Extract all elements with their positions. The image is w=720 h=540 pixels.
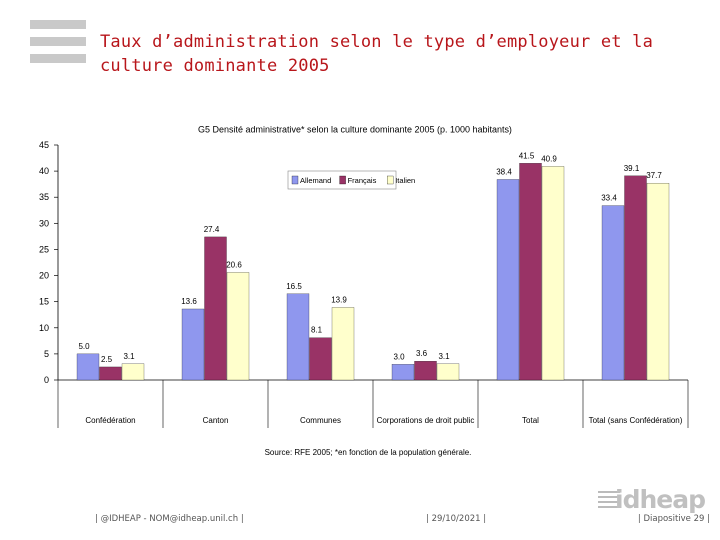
y-tick-label: 45 bbox=[39, 140, 49, 150]
legend-swatch bbox=[339, 175, 346, 185]
data-label: 13.9 bbox=[331, 295, 347, 304]
logo-bar bbox=[30, 20, 86, 29]
bar-allemand bbox=[601, 205, 625, 381]
bar-français bbox=[624, 175, 647, 381]
data-label: 8.1 bbox=[311, 326, 323, 335]
category-label: Total (sans Confédération) bbox=[589, 416, 683, 425]
legend-label: Allemand bbox=[300, 176, 331, 185]
category-label: Corporations de droit public bbox=[377, 416, 475, 425]
footer-date: | 29/10/2021 | bbox=[426, 514, 487, 524]
y-tick-label: 35 bbox=[39, 192, 49, 202]
bar-français bbox=[519, 163, 542, 381]
bar-italien bbox=[121, 363, 145, 381]
y-tick-label: 15 bbox=[39, 297, 49, 307]
chart-title: G5 Densité administrative* selon la cult… bbox=[198, 124, 512, 134]
data-label: 38.4 bbox=[496, 167, 512, 176]
bar-allemand bbox=[286, 293, 310, 381]
legend-swatch bbox=[291, 175, 299, 185]
category-label: Total bbox=[522, 416, 539, 425]
logo-bar bbox=[30, 54, 86, 63]
bar-allemand bbox=[496, 179, 520, 381]
y-tick-label: 25 bbox=[39, 244, 49, 254]
data-label: 3.1 bbox=[123, 352, 135, 361]
data-label: 3.1 bbox=[438, 352, 450, 361]
idheap-logo-lines bbox=[598, 491, 620, 511]
footer-contact: | @IDHEAP - NOM@idheap.unil.ch | bbox=[95, 514, 244, 524]
y-tick-label: 10 bbox=[39, 323, 49, 333]
data-label: 40.9 bbox=[541, 154, 557, 163]
bar-français bbox=[309, 337, 332, 381]
idheap-logo: idheap bbox=[598, 485, 706, 517]
y-tick-label: 30 bbox=[39, 218, 49, 228]
bar-allemand bbox=[181, 308, 205, 381]
bar-allemand bbox=[391, 364, 415, 381]
bar-italien bbox=[646, 182, 670, 381]
bar-allemand bbox=[76, 353, 100, 381]
legend-label: Italien bbox=[395, 176, 415, 185]
legend-swatch bbox=[387, 175, 394, 185]
data-label: 37.7 bbox=[646, 171, 662, 180]
bar-français bbox=[414, 361, 437, 381]
y-tick-label: 20 bbox=[39, 271, 49, 281]
logo-bar bbox=[30, 37, 86, 46]
bar-français bbox=[99, 366, 122, 381]
footer-slide-number: | Diapositive 29 | bbox=[637, 514, 710, 524]
bar-italien bbox=[331, 307, 355, 381]
bar-français bbox=[204, 236, 227, 381]
category-label: Communes bbox=[300, 416, 341, 425]
data-label: 2.5 bbox=[101, 355, 113, 364]
chart-source-note: Source: RFE 2005; *en fonction de la pop… bbox=[265, 448, 472, 457]
data-label: 20.6 bbox=[226, 260, 242, 269]
data-label: 16.5 bbox=[286, 282, 302, 291]
data-label: 3.0 bbox=[393, 352, 405, 361]
y-tick-label: 40 bbox=[39, 166, 49, 176]
slide-logo-bars bbox=[30, 20, 86, 71]
idheap-logo-text: idheap bbox=[615, 485, 706, 514]
data-label: 41.5 bbox=[519, 151, 535, 160]
data-label: 13.6 bbox=[181, 297, 197, 306]
bar-italien bbox=[436, 363, 460, 381]
category-label: Canton bbox=[203, 416, 229, 425]
data-label: 5.0 bbox=[78, 342, 90, 351]
data-label: 27.4 bbox=[204, 225, 220, 234]
y-tick-label: 0 bbox=[44, 375, 49, 385]
legend-label: Français bbox=[348, 176, 377, 185]
bar-italien bbox=[541, 166, 565, 381]
y-tick-label: 5 bbox=[44, 349, 49, 359]
slide-title: Taux d’administration selon le type d’em… bbox=[100, 32, 654, 76]
bar-italien bbox=[226, 272, 250, 381]
data-label: 39.1 bbox=[624, 164, 640, 173]
category-label: Confédération bbox=[85, 416, 135, 425]
data-label: 3.6 bbox=[416, 349, 428, 358]
data-label: 33.4 bbox=[601, 194, 617, 203]
